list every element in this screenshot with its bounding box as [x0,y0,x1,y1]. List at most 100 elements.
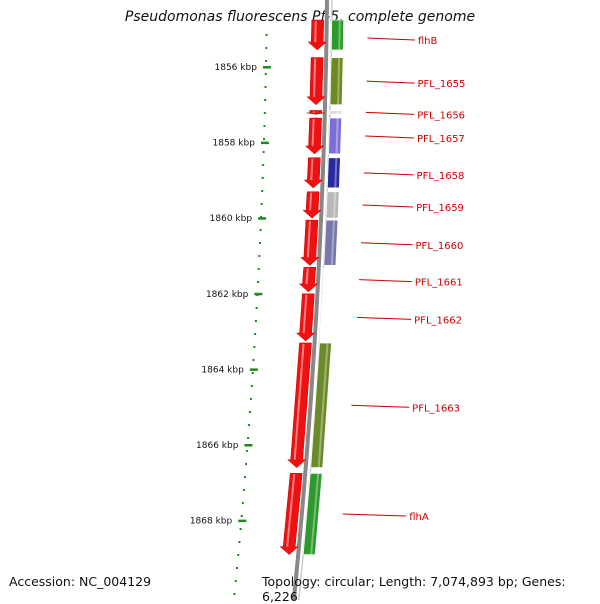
feature-block-highlight [330,267,331,292]
ruler-dot [259,242,261,244]
feature-block [329,118,342,154]
ruler-dot [263,151,265,153]
ruler-dot [235,580,237,582]
ruler-tick [250,368,258,371]
ruler-dot [240,528,242,530]
gene-label: PFL_1662 [414,315,462,326]
ruler-tick-label: 1864 kbp [201,365,244,375]
ruler-dot [265,60,267,62]
forward-gene-highlight [313,119,314,146]
ruler-dot [248,424,250,426]
ruler-dot [264,112,266,114]
gene-label: flhB [418,36,438,47]
forward-gene-highlight [311,159,312,180]
gene-leader-line [357,317,411,319]
gene-leader-line [363,205,413,207]
gene-label: PFL_1658 [417,171,465,182]
gene-leader-line [366,112,414,114]
ruler-dot [253,359,255,361]
gene-leader-line [343,514,406,516]
ruler-dot [262,164,264,166]
gene-leader-line [351,405,409,407]
forward-gene-arrow [307,58,325,105]
feature-block [331,20,343,50]
feature-block-highlight [335,158,336,188]
gene-leader-line [359,280,412,282]
gene-leader-line [365,136,414,138]
ruler-dot [260,229,262,231]
forward-gene-arrow [306,118,324,154]
gene-label: PFL_1656 [417,110,465,121]
ruler-dot [257,281,259,283]
gene-label: PFL_1660 [416,241,464,252]
ruler-tick-label: 1860 kbp [210,214,253,224]
tick-dot-track [234,34,268,595]
ruler-dot [265,47,267,49]
ruler-tick-label: 1862 kbp [206,290,249,300]
ruler-dot [234,593,236,595]
feature-block [320,294,335,341]
gene-label: PFL_1655 [418,79,466,90]
ruler-dot [261,203,263,205]
forward-gene-arrow [304,158,322,188]
ruler-tick-label: 1856 kbp [215,63,258,73]
ruler-dot [246,450,248,452]
ruler-dot [249,411,251,413]
gene-label: PFL_1657 [417,134,465,145]
ruler-tick [258,217,266,220]
forward-gene-highlight [310,193,311,210]
ruler-dot [266,34,268,36]
feature-block [330,110,342,114]
ruler-dot [253,346,255,348]
ruler-dot [256,307,258,309]
ruler-tick [261,142,269,145]
ruler-tick-label: 1868 kbp [190,517,233,527]
ruler-dot [252,372,254,374]
ruler-dot [251,385,253,387]
gene-label: PFL_1663 [412,403,460,414]
accession-text: Accession: NC_004129 [9,574,151,589]
ruler-dot [250,398,252,400]
ruler-tick-label: 1858 kbp [213,139,256,149]
forward-gene-arrow [308,20,326,50]
feature-block-highlight [337,118,338,154]
ruler-dot [261,190,263,192]
ruler-dot [244,476,246,478]
ruler-dot [237,554,239,556]
gene-label: PFL_1659 [416,203,464,214]
gene-label: flhA [409,512,429,523]
ruler-dot [238,541,240,543]
ruler-dot [247,437,249,439]
ruler-dot [236,567,238,569]
forward-gene-arrow [303,192,321,218]
ruler-tick [263,66,271,69]
gene-leader-line [364,173,414,175]
ruler-dot [255,320,257,322]
ruler-dot [258,268,260,270]
ruler-dot [265,73,267,75]
ruler-tick [254,293,262,296]
feature-block [326,192,339,218]
feature-block-highlight [338,58,339,105]
ruler-dot [245,463,247,465]
ruler-dot [262,177,264,179]
gene-labels: flhB PFL_1655 PFL_1656 PFL_1657 PFL_1658 PFL_… [343,36,465,523]
ruler-dot [254,333,256,335]
feature-block [330,58,343,105]
gene-label: PFL_1661 [415,278,463,289]
ruler-tick-label: 1866 kbp [196,441,239,451]
forward-gene-highlight [306,268,307,284]
forward-gene-highlight [314,59,315,97]
gene-leader-line [361,243,413,245]
ruler-dot [263,125,265,127]
ruler-dot [264,99,266,101]
ruler-dot [264,86,266,88]
feature-block [327,158,340,188]
ruler-dot [258,255,260,257]
ruler-ticks: 1856 kbp 1858 kbp 1860 kbp 1862 kbp 1864 kbp… [190,63,271,527]
ruler-tick [244,444,252,447]
ruler-tick [238,520,246,523]
feature-block-highlight [334,192,335,218]
feature-block [322,267,335,292]
